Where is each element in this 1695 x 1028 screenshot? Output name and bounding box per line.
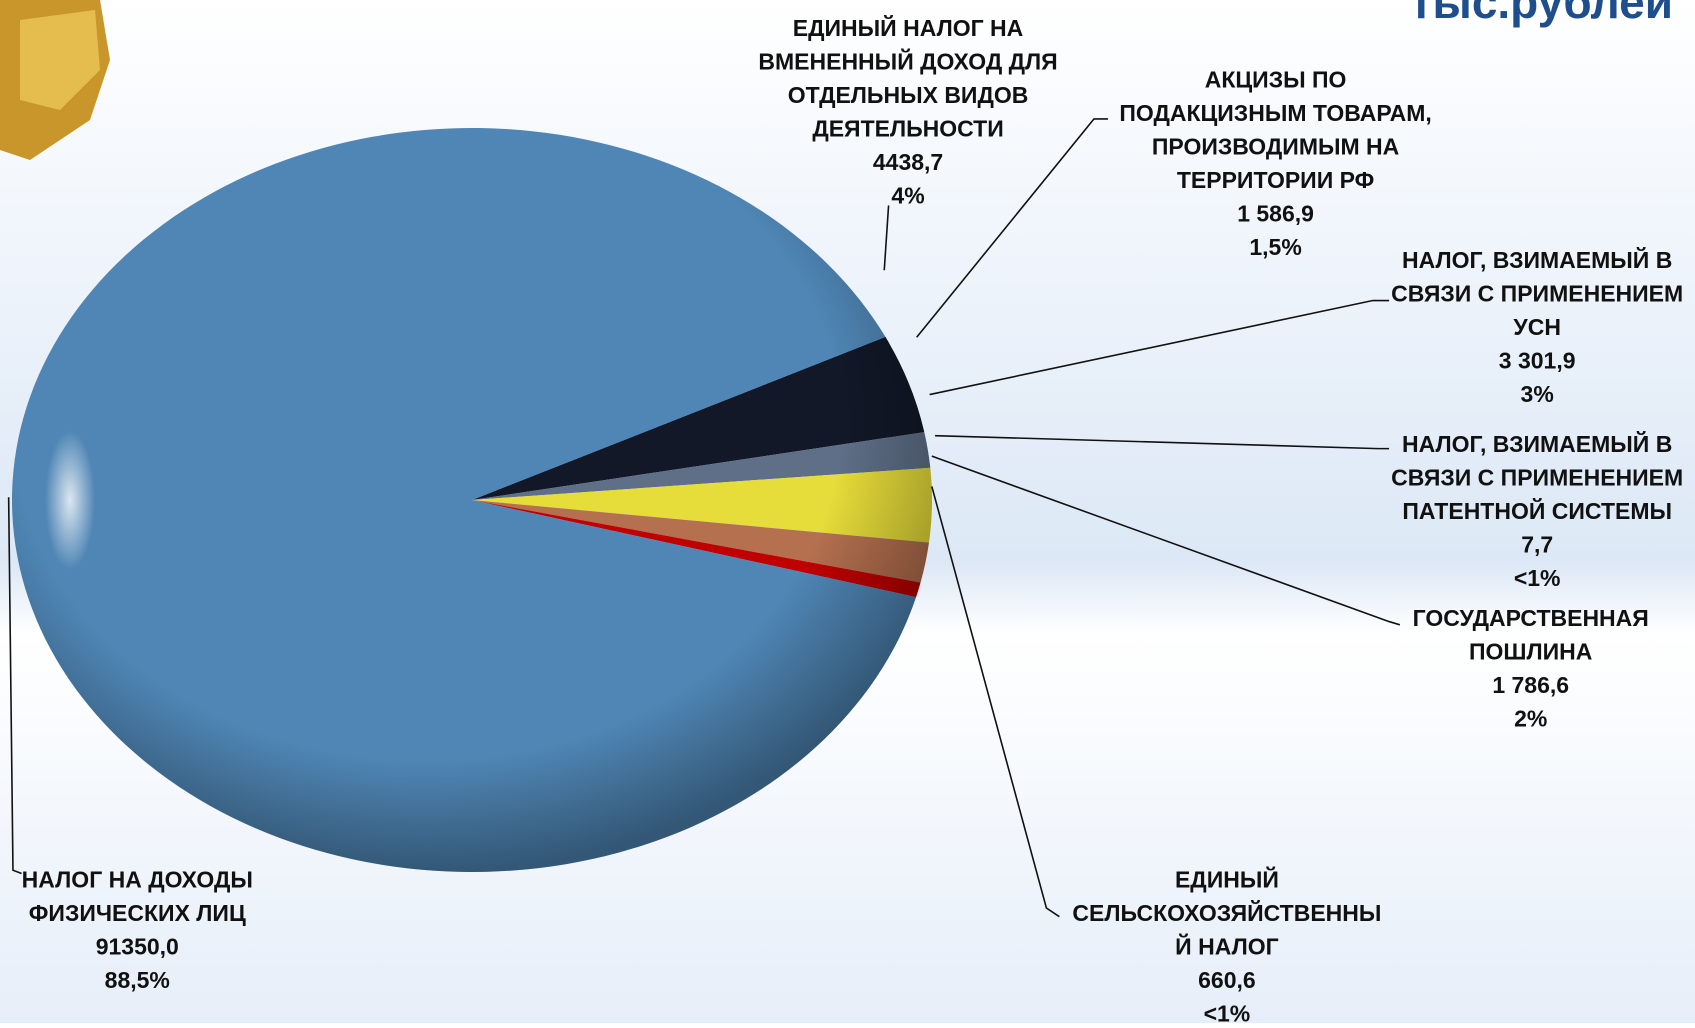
percent-label: 4% xyxy=(891,182,924,208)
value-label: 1 586,9 xyxy=(1237,201,1314,227)
page: тыс.рублей ЕДИНЫЙ НАЛОГ НАВМЕНЕННЫЙ ДОХО… xyxy=(0,0,1695,1023)
pie-glint xyxy=(45,430,95,570)
percent-label: 1,5% xyxy=(1249,234,1301,260)
value-label: 1 786,6 xyxy=(1492,672,1569,698)
pie-shading xyxy=(12,128,932,872)
percent-label: 2% xyxy=(1514,706,1547,732)
percent-label: 3% xyxy=(1521,381,1554,407)
percent-label: 88,5% xyxy=(105,967,170,993)
value-label: 7,7 xyxy=(1521,532,1553,558)
percent-label: <1% xyxy=(1514,565,1561,591)
value-label: 91350,0 xyxy=(96,934,179,960)
value-label: 3 301,9 xyxy=(1499,348,1576,374)
value-label: 660,6 xyxy=(1198,967,1256,993)
chart-title: тыс.рублей xyxy=(1410,0,1673,28)
percent-label: <1% xyxy=(1204,1001,1251,1023)
value-label: 4438,7 xyxy=(873,149,943,175)
chart: тыс.рублей ЕДИНЫЙ НАЛОГ НАВМЕНЕННЫЙ ДОХО… xyxy=(0,0,1695,1023)
pie xyxy=(12,128,932,872)
